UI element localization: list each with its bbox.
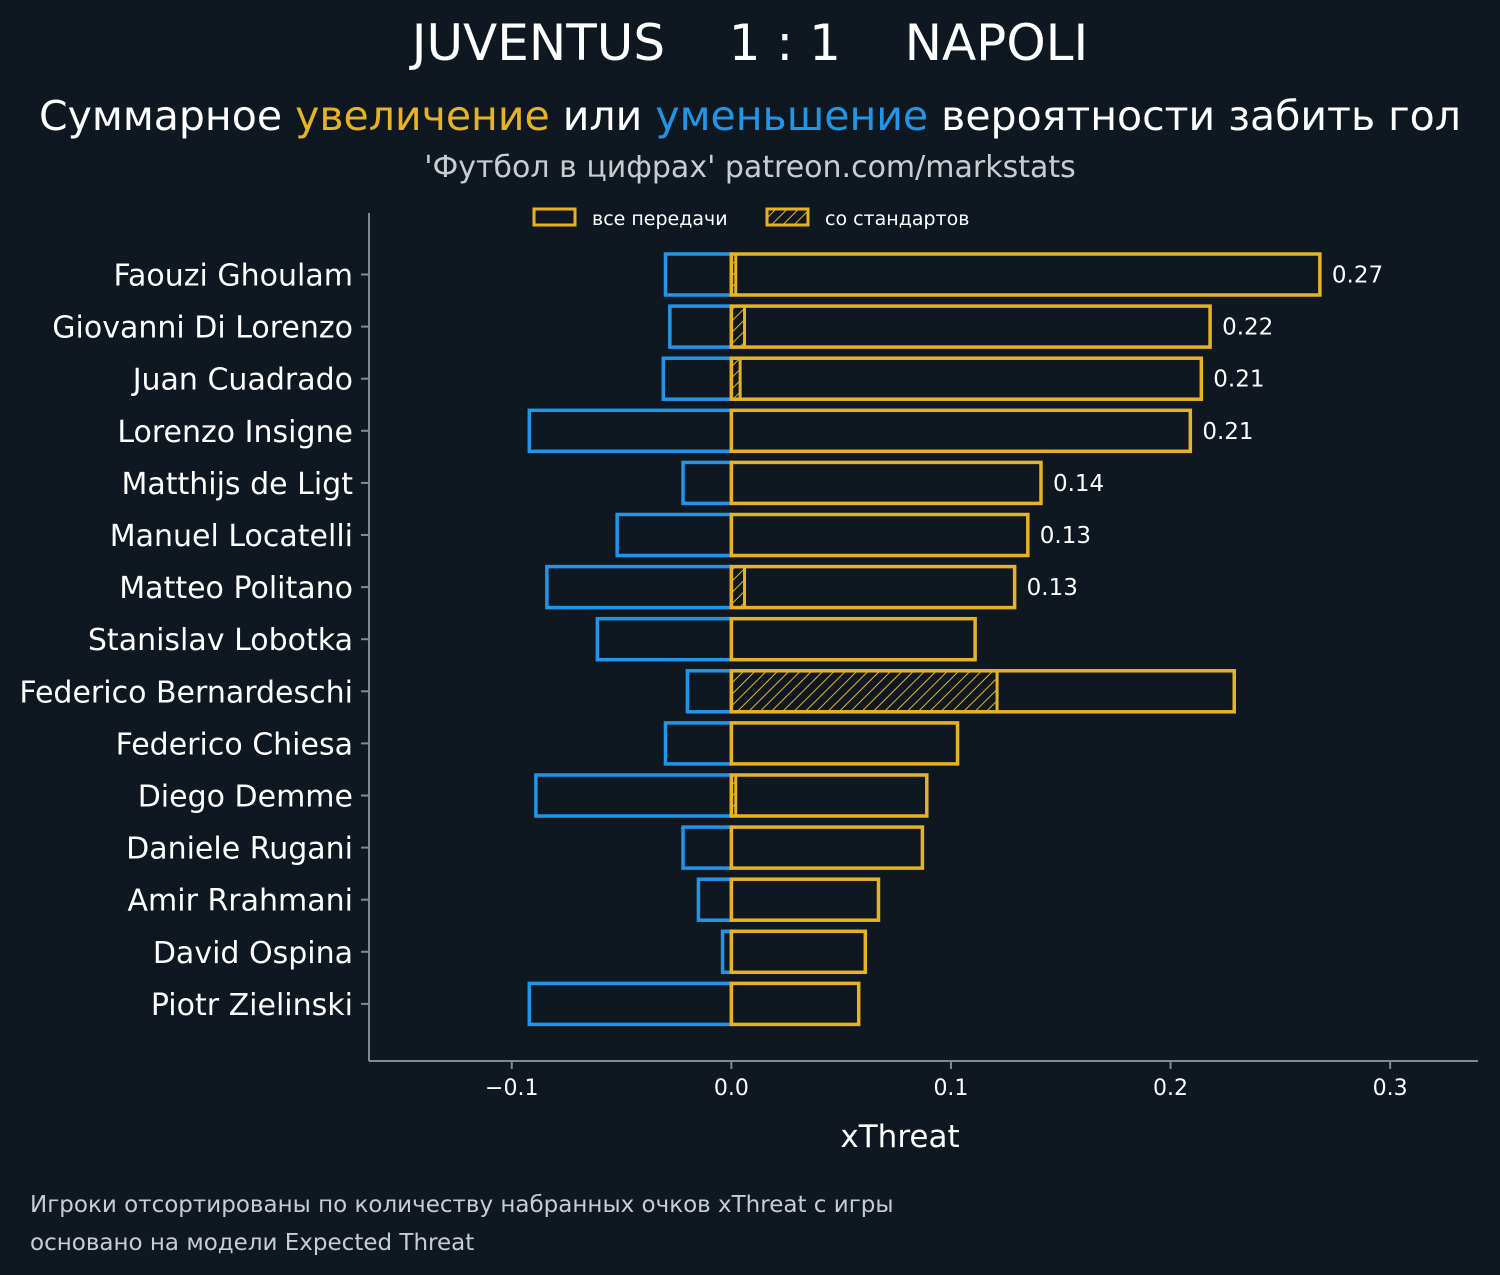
data-label: 0.27 bbox=[1332, 263, 1383, 289]
match-title: JUVENTUS 1 : 1 NAPOLI bbox=[0, 14, 1500, 72]
bar-increase bbox=[729, 721, 960, 766]
bar-increase bbox=[729, 825, 925, 870]
player-name-label: Giovanni Di Lorenzo bbox=[52, 311, 353, 346]
data-label: 0.21 bbox=[1213, 367, 1264, 393]
player-name-label: Federico Bernardeschi bbox=[19, 675, 353, 710]
bar-increase bbox=[729, 356, 1204, 401]
home-team: JUVENTUS bbox=[411, 14, 666, 72]
player-name-label: Matthijs de Ligt bbox=[121, 467, 353, 502]
legend-label-all-passes: все передачи bbox=[592, 208, 728, 230]
bar-increase bbox=[729, 304, 1212, 349]
player-name-label: Piotr Zielinski bbox=[151, 988, 353, 1023]
player-name-label: Stanislav Lobotka bbox=[88, 623, 353, 658]
bar-decrease bbox=[545, 564, 734, 610]
footnotes: Игроки отсортированы по количеству набра… bbox=[30, 1186, 894, 1262]
bar-increase bbox=[729, 512, 1030, 558]
player-name-label: Diego Demme bbox=[138, 780, 353, 815]
x-tick-label: 0.1 bbox=[933, 1076, 968, 1101]
bar-increase bbox=[729, 981, 861, 1027]
bar-increase bbox=[729, 877, 881, 922]
bar-decrease bbox=[527, 408, 734, 454]
player-name-label: Lorenzo Insigne bbox=[117, 415, 353, 450]
y-ticks: Faouzi Ghoulam Giovanni Di Lorenzo Juan Cu… bbox=[19, 259, 369, 1023]
bar-increase bbox=[729, 460, 1043, 506]
x-axis-title: xThreat bbox=[840, 1119, 959, 1155]
footnote-model: основано на модели Expected Threat bbox=[30, 1230, 475, 1256]
bar-increase bbox=[729, 773, 929, 818]
subtitle-increase-word: увеличение bbox=[295, 92, 550, 140]
bar-set-pieces bbox=[729, 669, 999, 714]
bar-decrease bbox=[696, 877, 734, 922]
bar-decrease bbox=[663, 721, 734, 766]
bar-decrease bbox=[681, 460, 734, 506]
x-tick-label: 0.0 bbox=[714, 1076, 749, 1101]
player-name-label: Daniele Rugani bbox=[126, 832, 353, 867]
player-name-label: Matteo Politano bbox=[119, 571, 353, 606]
away-team: NAPOLI bbox=[904, 14, 1089, 72]
bar-decrease bbox=[527, 981, 734, 1027]
bar-decrease bbox=[615, 512, 734, 558]
player-name-label: David Ospina bbox=[153, 936, 353, 971]
data-label: 0.21 bbox=[1202, 419, 1253, 445]
bar-set-pieces bbox=[729, 304, 747, 349]
bar-decrease bbox=[663, 252, 734, 297]
x-tick-label: 0.3 bbox=[1373, 1076, 1408, 1101]
bar-set-pieces bbox=[729, 565, 747, 610]
subtitle-text-3: вероятности забить гол bbox=[928, 92, 1461, 140]
legend-swatch-all-passes bbox=[532, 207, 577, 227]
footnote-sorting: Игроки отсортированы по количеству набра… bbox=[30, 1192, 894, 1218]
axes bbox=[368, 213, 1478, 1062]
data-label: 0.13 bbox=[1040, 523, 1091, 549]
legend-swatch-set-pieces bbox=[765, 207, 810, 227]
bar-decrease bbox=[595, 616, 734, 662]
data-labels: 0.27 0.22 0.21 0.21 0.14 0.13 0.13 bbox=[1027, 263, 1383, 602]
player-name-label: Federico Chiesa bbox=[116, 727, 353, 762]
bar-increase bbox=[729, 616, 977, 662]
match-score: 1 : 1 bbox=[728, 14, 841, 72]
x-tick-label: 0.2 bbox=[1153, 1076, 1188, 1101]
player-name-label: Faouzi Ghoulam bbox=[114, 259, 353, 294]
bar-increase bbox=[729, 252, 1322, 297]
bars bbox=[527, 252, 1322, 1027]
bar-decrease bbox=[534, 773, 734, 818]
bar-increase bbox=[729, 408, 1193, 454]
bar-decrease bbox=[668, 304, 734, 349]
chart-subtitle: Суммарное увеличение или уменьшение веро… bbox=[0, 92, 1500, 140]
subtitle-text-2: или bbox=[549, 92, 656, 140]
bar-increase bbox=[729, 929, 868, 975]
player-name-label: Amir Rrahmani bbox=[128, 884, 353, 919]
bar-increase bbox=[729, 564, 1017, 610]
player-name-label: Juan Cuadrado bbox=[131, 363, 353, 398]
bar-decrease bbox=[685, 669, 734, 714]
bar-increase bbox=[729, 669, 1236, 714]
subtitle-decrease-word: уменьшение bbox=[655, 92, 929, 140]
credit-line: 'Футбол в цифрах' patreon.com/markstats bbox=[424, 150, 1076, 185]
data-label: 0.13 bbox=[1027, 575, 1078, 601]
data-label: 0.14 bbox=[1053, 471, 1104, 497]
bar-decrease bbox=[681, 825, 734, 870]
x-tick-label: −0.1 bbox=[485, 1076, 538, 1101]
bar-decrease bbox=[661, 356, 734, 401]
x-ticks: −0.1 0.0 0.1 0.2 0.3 bbox=[485, 1061, 1408, 1101]
subtitle-text-1: Суммарное bbox=[39, 92, 296, 140]
player-name-label: Manuel Locatelli bbox=[110, 519, 353, 554]
legend-label-set-pieces: со стандартов bbox=[825, 208, 969, 230]
data-label: 0.22 bbox=[1222, 315, 1273, 341]
legend: все передачи со стандартов bbox=[532, 207, 969, 230]
